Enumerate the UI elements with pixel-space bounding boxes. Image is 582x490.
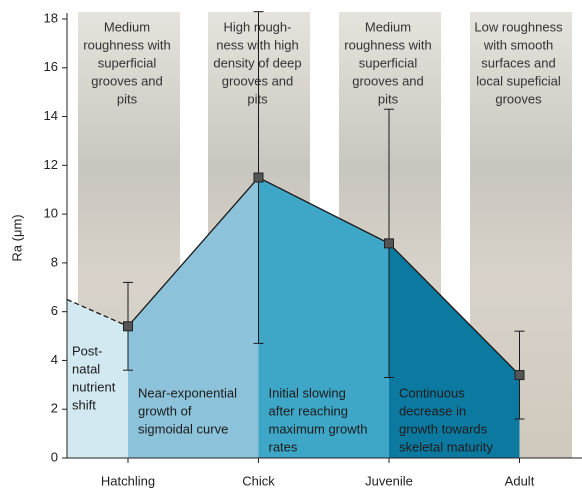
strip-description: surfaces and	[481, 55, 555, 70]
strip-description: with smooth	[483, 37, 553, 52]
y-tick-label: 16	[44, 59, 58, 74]
strip-description: local supeficial	[476, 73, 561, 88]
strip-description: superficial	[98, 55, 157, 70]
y-tick-label: 12	[44, 157, 58, 172]
strip-description: pits	[247, 91, 268, 106]
strip-description: High rough-	[224, 19, 292, 34]
region-label: Near-exponential	[138, 385, 237, 400]
y-axis-label: Ra (μm)	[9, 214, 24, 261]
strip-description: Medium	[365, 19, 411, 34]
x-tick-label: Chick	[242, 473, 275, 488]
y-tick-label: 10	[44, 206, 58, 221]
region-label: decrease in	[399, 403, 466, 418]
region-label: sigmoidal curve	[138, 421, 228, 436]
region-label: Continuous	[399, 385, 465, 400]
y-tick-label: 2	[51, 401, 58, 416]
x-tick-label: Adult	[505, 473, 535, 488]
strip-description: pits	[378, 91, 399, 106]
strip-description: density of deep	[213, 55, 301, 70]
data-marker	[385, 239, 394, 248]
region-label: Post-	[72, 343, 102, 358]
strip-description: roughness with	[344, 37, 431, 52]
strip-description: pits	[117, 91, 138, 106]
region-label: rates	[269, 439, 298, 454]
strip-description: grooves and	[91, 73, 163, 88]
region-label: shift	[72, 397, 96, 412]
strip-description: Medium	[104, 19, 150, 34]
strip-description: grooves	[495, 91, 542, 106]
region-label: growth towards	[399, 421, 488, 436]
strip-description: ness with high	[216, 37, 298, 52]
y-tick-label: 18	[44, 10, 58, 25]
region-label: growth of	[138, 403, 192, 418]
y-tick-label: 6	[51, 303, 58, 318]
chart: Ra (μm) Medium roughness with superficial g…	[0, 0, 582, 490]
x-tick-label: Hatchling	[101, 473, 155, 488]
y-tick-label: 14	[44, 108, 58, 123]
strip-description: grooves and	[222, 73, 294, 88]
region-label: after reaching	[269, 403, 349, 418]
region-label: natal	[72, 361, 100, 376]
strip-description: Low roughness	[474, 19, 563, 34]
region-label: Initial slowing	[269, 385, 346, 400]
y-tick-label: 0	[51, 449, 58, 464]
y-tick-label: 8	[51, 254, 58, 269]
data-marker	[515, 371, 524, 380]
region-label: skeletal maturity	[399, 439, 493, 454]
region-label: maximum growth	[269, 421, 368, 436]
strip-description: superficial	[359, 55, 418, 70]
strip-description: roughness with	[83, 37, 170, 52]
x-tick-label: Juvenile	[365, 473, 413, 488]
region-label: nutrient	[72, 379, 116, 394]
y-tick-label: 4	[51, 352, 58, 367]
data-marker	[124, 322, 133, 331]
strip-description: grooves and	[352, 73, 424, 88]
data-marker	[254, 173, 263, 182]
